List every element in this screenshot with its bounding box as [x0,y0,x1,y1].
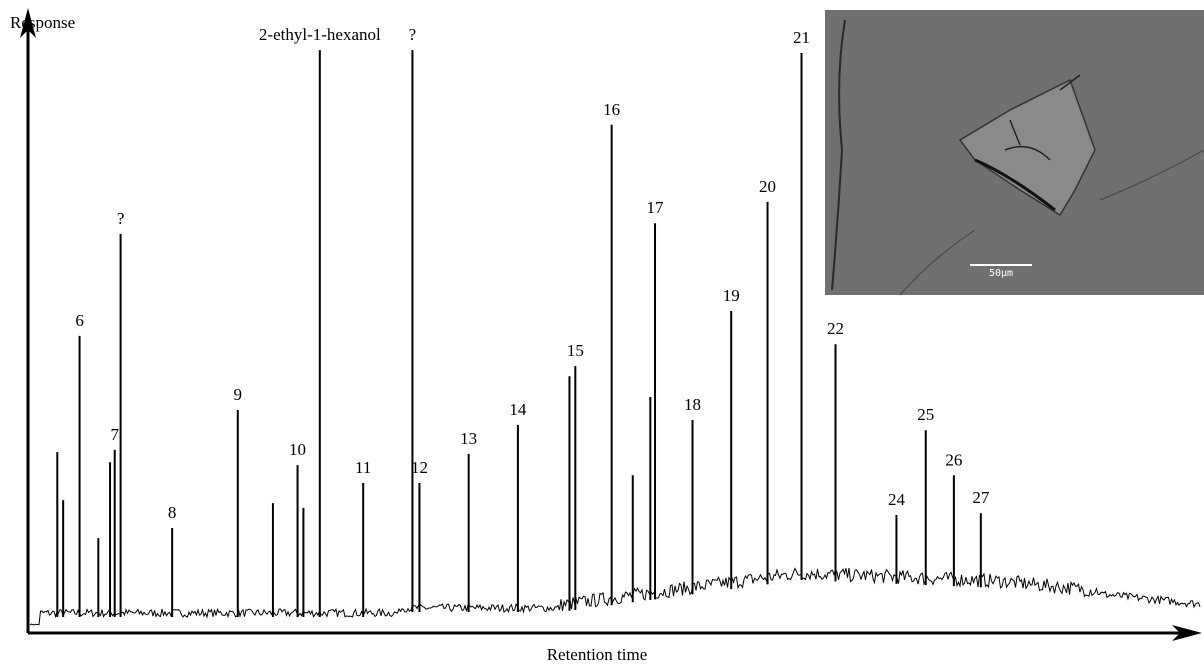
peak-label: 25 [917,405,934,424]
peak-label: 2-ethyl-1-hexanol [259,25,381,44]
peak-label: 18 [684,395,701,414]
peak-label: 14 [509,400,527,419]
peak-label: 12 [411,458,428,477]
peak-label: 19 [723,286,740,305]
peak-label: 17 [647,198,665,217]
x-axis-label: Retention time [547,645,648,664]
peak-label: 15 [567,341,584,360]
peak-label: 16 [603,100,620,119]
peak-label: 11 [355,458,371,477]
inset-image: 50µm [825,10,1204,296]
peak-label: 7 [110,425,119,444]
peak-label: 26 [945,450,962,469]
peak-label: 21 [793,28,810,47]
peak-label: ? [117,209,125,228]
scale-label: 50µm [989,268,1013,279]
peak-label: 10 [289,440,306,459]
y-axis-label: Response [10,13,75,32]
peak-label: 13 [460,429,477,448]
peak-label: 8 [168,503,177,522]
peak-label: 22 [827,319,844,338]
peak-label: 24 [888,490,906,509]
peak-label: 9 [234,385,243,404]
axes [20,8,1202,641]
peak-label: 20 [759,177,776,196]
baseline-noise [29,567,1201,626]
peak-label: ? [409,25,417,44]
peak-label: 27 [972,488,990,507]
peak-label: 6 [75,311,84,330]
